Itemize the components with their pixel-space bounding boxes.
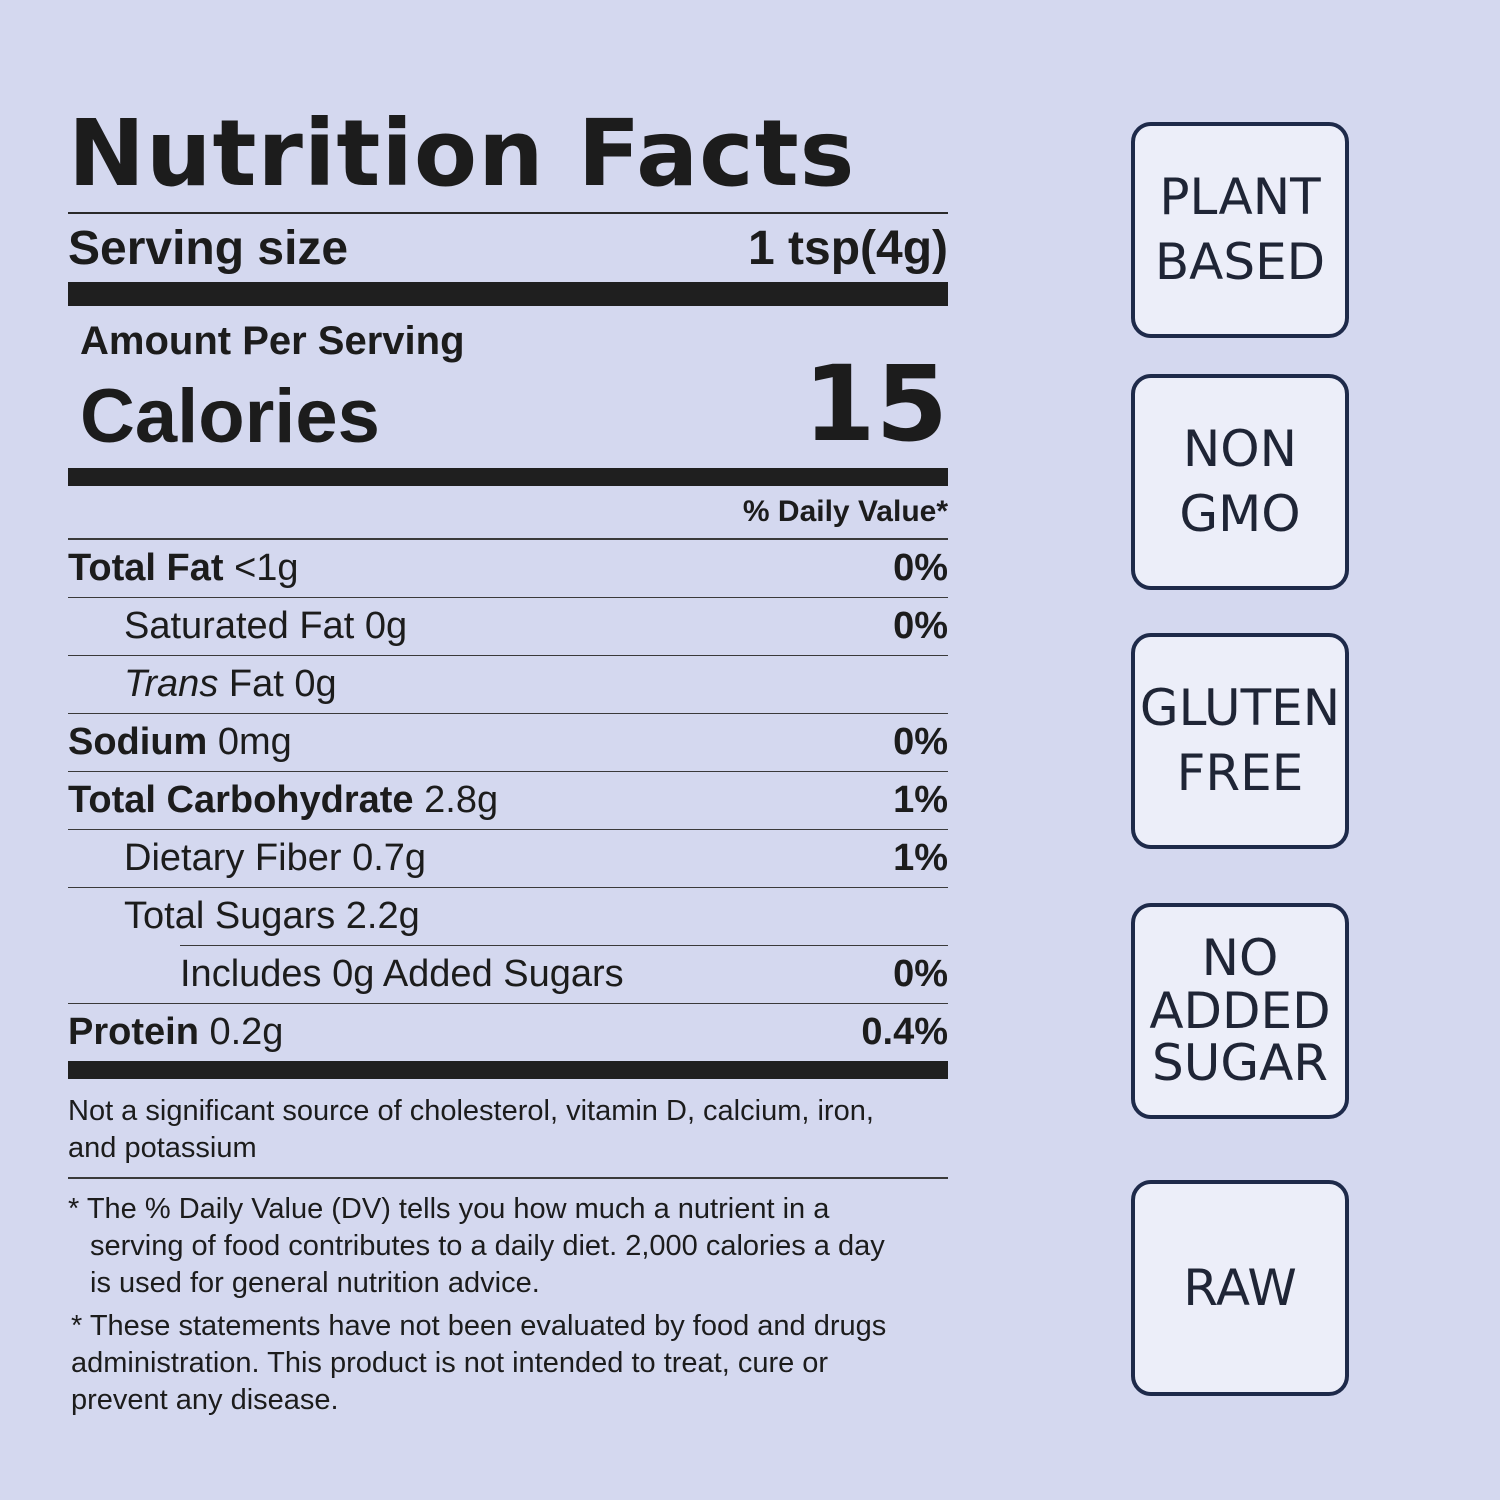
nutrient-percent: 0% bbox=[893, 604, 948, 647]
nutrient-name: Protein bbox=[68, 1011, 199, 1053]
nutrient-amount: 0.2g bbox=[209, 1011, 284, 1053]
footnote-fda: * These statements have not been evaluat… bbox=[71, 1309, 887, 1416]
calories-row: Calories 15 bbox=[68, 343, 948, 468]
footnote-daily-value: * The % Daily Value (DV) tells you how m… bbox=[68, 1179, 948, 1302]
divider bbox=[68, 1177, 948, 1179]
badge-line: FREE bbox=[1176, 744, 1304, 802]
nutrient-amount: 0mg bbox=[217, 720, 292, 763]
nutrient-amount: 2.2g bbox=[345, 894, 420, 937]
badge-line: BASED bbox=[1154, 233, 1326, 291]
footnote-daily-value-line1: * The % Daily Value (DV) tells you how m… bbox=[68, 1192, 830, 1225]
nutrient-row-total-sugars: Total Sugars 2.2g bbox=[68, 888, 948, 945]
nutrient-amount: 0g bbox=[294, 662, 337, 705]
divider bbox=[68, 538, 948, 540]
nutrient-name: Fat bbox=[228, 662, 284, 705]
nutrient-row-total-fat: Total Fat <1g 0% bbox=[68, 540, 948, 598]
serving-size-value: 1 tsp(4g) bbox=[747, 221, 948, 275]
amount-per-serving: Amount Per Serving bbox=[80, 319, 465, 363]
daily-value-header-text: % Daily Value* bbox=[742, 495, 948, 528]
serving-size-label: Serving size bbox=[68, 221, 349, 275]
badge-plant-based: PLANT BASED bbox=[1131, 122, 1349, 338]
nutrient-row-protein: Protein 0.2g 0.4% bbox=[68, 1004, 948, 1061]
nutrient-percent: 1% bbox=[893, 778, 948, 821]
badge-line: ADDED bbox=[1149, 981, 1331, 1040]
footnote-not-significant: Not a significant source of cholesterol,… bbox=[68, 1095, 874, 1164]
nutrient-row-dietary-fiber: Dietary Fiber 0.7g 1% bbox=[68, 830, 948, 888]
badge-gluten-free: GLUTEN FREE bbox=[1131, 633, 1349, 849]
nutrient-row-total-carbohydrate: Total Carbohydrate 2.8g 1% bbox=[68, 772, 948, 830]
calories-label: Calories bbox=[80, 373, 380, 459]
medium-divider bbox=[68, 468, 948, 486]
badge-line: GLUTEN bbox=[1139, 679, 1341, 737]
nutrient-name: Total Fat bbox=[68, 546, 224, 589]
nutrition-facts-panel: Nutrition Facts Serving size 1 tsp(4g) A… bbox=[68, 96, 948, 1419]
nutrient-name: Includes 0g Added Sugars bbox=[180, 953, 624, 995]
thick-divider bbox=[68, 282, 948, 306]
badge-line: SUGAR bbox=[1151, 1034, 1329, 1093]
nutrient-row-sodium: Sodium 0mg 0% bbox=[68, 714, 948, 772]
nutrient-name-italic: Trans bbox=[124, 662, 219, 705]
nutrient-percent: 1% bbox=[893, 836, 948, 879]
nutrient-percent: 0% bbox=[893, 953, 948, 995]
nutrient-row-added-sugars: Includes 0g Added Sugars 0% bbox=[68, 946, 948, 1004]
nutrient-name: Total Carbohydrate bbox=[68, 778, 414, 821]
nutrient-row-trans-fat: Trans Fat 0g bbox=[68, 656, 948, 714]
badge-line: PLANT bbox=[1159, 168, 1321, 226]
badge-raw: RAW bbox=[1131, 1180, 1349, 1396]
badge-non-gmo: NON GMO bbox=[1131, 374, 1349, 590]
nutrient-amount: 0g bbox=[364, 604, 408, 647]
nutrient-percent: 0% bbox=[893, 546, 948, 589]
nutrient-percent: 0% bbox=[893, 720, 948, 763]
nutrient-amount: 0.7g bbox=[352, 836, 427, 879]
nutrient-row-saturated-fat: Saturated Fat 0g 0% bbox=[68, 598, 948, 656]
nutrient-name: Sodium bbox=[68, 720, 208, 763]
serving-size-row: Serving size 1 tsp(4g) bbox=[68, 214, 948, 282]
nutrition-facts-title: Nutrition Facts bbox=[68, 100, 856, 207]
badge-line: RAW bbox=[1183, 1258, 1297, 1317]
daily-value-header: % Daily Value* bbox=[68, 486, 948, 538]
nutrient-name: Saturated Fat bbox=[124, 604, 355, 647]
nutrient-percent: 0.4% bbox=[861, 1011, 948, 1053]
medium-divider bbox=[68, 1061, 948, 1079]
nutrient-name: Total Sugars bbox=[124, 894, 336, 937]
calories-value: 15 bbox=[803, 343, 948, 465]
badge-line: NON bbox=[1182, 420, 1298, 478]
nutrient-amount: <1g bbox=[234, 546, 299, 589]
badge-line: GMO bbox=[1179, 485, 1301, 543]
divider bbox=[68, 212, 948, 214]
nutrient-amount: 2.8g bbox=[424, 778, 499, 821]
indented-divider bbox=[180, 944, 948, 946]
nutrient-name: Dietary Fiber bbox=[124, 836, 342, 879]
footnote-daily-value-rest: serving of food contributes to a daily d… bbox=[90, 1229, 885, 1299]
badge-line: NO bbox=[1201, 929, 1279, 988]
badge-no-added-sugar: NO ADDED SUGAR bbox=[1131, 903, 1349, 1119]
